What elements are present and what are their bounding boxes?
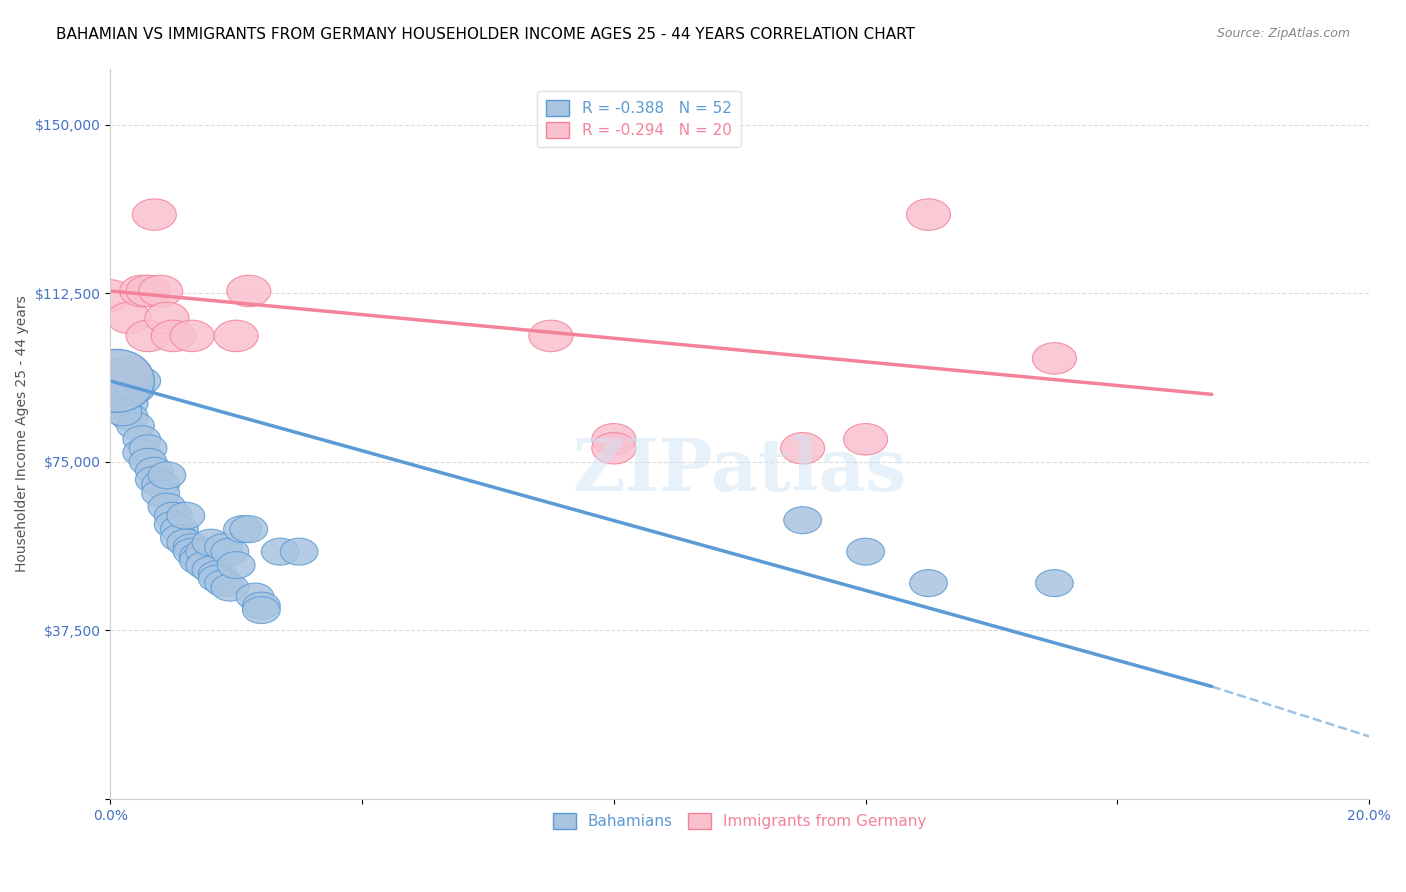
Ellipse shape [122,425,160,453]
Ellipse shape [160,524,198,551]
Ellipse shape [226,276,271,307]
Y-axis label: Householder Income Ages 25 - 44 years: Householder Income Ages 25 - 44 years [15,295,30,572]
Ellipse shape [160,516,198,542]
Text: Source: ZipAtlas.com: Source: ZipAtlas.com [1216,27,1350,40]
Ellipse shape [142,471,180,498]
Ellipse shape [122,439,160,467]
Text: ZIPatlas: ZIPatlas [572,434,907,506]
Ellipse shape [132,199,176,230]
Legend: Bahamians, Immigrants from Germany: Bahamians, Immigrants from Germany [547,806,932,835]
Ellipse shape [110,403,148,430]
Ellipse shape [110,390,148,417]
Ellipse shape [97,381,135,408]
Ellipse shape [170,320,214,351]
Ellipse shape [205,533,242,561]
Ellipse shape [107,302,152,334]
Ellipse shape [129,434,167,462]
Ellipse shape [910,570,948,597]
Ellipse shape [211,538,249,566]
Ellipse shape [148,493,186,520]
Ellipse shape [529,320,572,351]
Ellipse shape [155,511,193,538]
Ellipse shape [907,199,950,230]
Ellipse shape [152,320,195,351]
Ellipse shape [242,592,280,619]
Ellipse shape [280,538,318,566]
Ellipse shape [262,538,299,566]
Ellipse shape [129,449,167,475]
Ellipse shape [198,561,236,588]
Ellipse shape [198,566,236,592]
Ellipse shape [167,502,205,529]
Ellipse shape [142,480,180,507]
Text: BAHAMIAN VS IMMIGRANTS FROM GERMANY HOUSEHOLDER INCOME AGES 25 - 44 YEARS CORREL: BAHAMIAN VS IMMIGRANTS FROM GERMANY HOUS… [56,27,915,42]
Ellipse shape [180,547,218,574]
Ellipse shape [145,302,188,334]
Ellipse shape [1032,343,1077,374]
Ellipse shape [122,368,160,394]
Ellipse shape [224,516,262,542]
Ellipse shape [592,424,636,455]
Ellipse shape [193,529,229,556]
Ellipse shape [139,276,183,307]
Ellipse shape [218,551,254,579]
Ellipse shape [1036,570,1073,597]
Ellipse shape [173,538,211,566]
Ellipse shape [79,350,155,412]
Ellipse shape [89,280,132,311]
Ellipse shape [167,529,205,556]
Ellipse shape [104,399,142,425]
Ellipse shape [844,424,887,455]
Ellipse shape [186,551,224,579]
Ellipse shape [91,368,129,394]
Ellipse shape [242,597,280,624]
Ellipse shape [173,533,211,561]
Ellipse shape [592,433,636,464]
Ellipse shape [193,556,229,583]
Ellipse shape [120,276,163,307]
Ellipse shape [186,538,224,566]
Ellipse shape [107,356,152,388]
Ellipse shape [214,320,259,351]
Ellipse shape [783,507,821,533]
Ellipse shape [180,542,218,570]
Ellipse shape [148,462,186,489]
Ellipse shape [127,320,170,351]
Ellipse shape [104,372,142,399]
Ellipse shape [135,458,173,484]
Ellipse shape [780,433,825,464]
Ellipse shape [135,467,173,493]
Ellipse shape [846,538,884,566]
Ellipse shape [117,376,155,403]
Ellipse shape [97,359,135,385]
Ellipse shape [117,412,155,439]
Ellipse shape [236,583,274,610]
Ellipse shape [127,276,170,307]
Ellipse shape [229,516,267,542]
Ellipse shape [211,574,249,601]
Ellipse shape [155,502,193,529]
Ellipse shape [205,570,242,597]
